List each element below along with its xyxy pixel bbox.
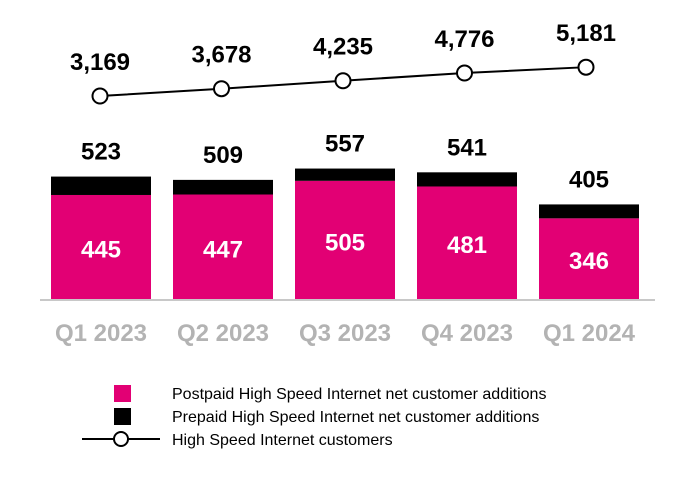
bar-prepaid: [417, 172, 517, 187]
legend-line-marker: [113, 431, 129, 447]
bars-group: 445 523 447 509 505 557 481 541 346 405: [51, 131, 639, 300]
legend: Postpaid High Speed Internet net custome…: [82, 385, 546, 449]
bar-postpaid: [295, 180, 395, 300]
bar-postpaid-label: 481: [447, 232, 487, 259]
bar-postpaid-label: 505: [325, 229, 365, 256]
bar-postpaid-label: 346: [569, 248, 609, 275]
hsi-customers-marker: [91, 87, 109, 105]
hsi-customers-label: 3,678: [191, 42, 251, 69]
bar-postpaid: [173, 194, 273, 300]
bar-prepaid: [539, 204, 639, 219]
bar-prepaid: [295, 168, 395, 181]
bar-postpaid: [539, 218, 639, 300]
bar-total-label: 405: [569, 166, 609, 193]
legend-label-hsi-customers: High Speed Internet customers: [172, 432, 393, 449]
category-label: Q4 2023: [421, 320, 513, 347]
bar-postpaid: [417, 186, 517, 300]
hsi-customers-marker: [213, 80, 230, 98]
hsi-customers-label: 4,235: [313, 34, 373, 61]
category-label: Q2 2023: [177, 320, 269, 347]
hsi-customers-line-group: 3,169 3,678 4,235 4,776 5,181: [70, 20, 616, 105]
hsi-customers-label: 3,169: [70, 49, 130, 76]
hsi-customers-marker: [456, 64, 473, 82]
bar-postpaid-label: 445: [81, 236, 121, 263]
bar-prepaid: [173, 179, 273, 195]
category-label: Q1 2024: [543, 320, 636, 347]
bar-total-label: 509: [203, 142, 243, 169]
category-label: Q3 2023: [299, 320, 391, 347]
hsi-customers-marker: [334, 72, 352, 90]
bar-total-label: 557: [325, 131, 365, 158]
hsi-customers-label: 4,776: [434, 26, 494, 53]
bar-postpaid-label: 447: [203, 236, 243, 263]
hsi-customers-marker: [577, 58, 595, 76]
legend-label-prepaid: Prepaid High Speed Internet net customer…: [172, 409, 539, 426]
bar-total-label: 523: [81, 139, 121, 166]
bar-total-label: 541: [447, 134, 487, 161]
legend-swatch-prepaid: [114, 408, 131, 425]
hsi-customers-label: 5,181: [556, 20, 616, 47]
legend-swatch-postpaid: [114, 385, 131, 402]
bar-prepaid: [51, 176, 151, 195]
category-labels-group: Q1 2023 Q2 2023 Q3 2023 Q4 2023 Q1 2024: [55, 320, 636, 347]
category-label: Q1 2023: [55, 320, 147, 347]
legend-label-postpaid: Postpaid High Speed Internet net custome…: [172, 386, 546, 403]
bar-postpaid: [51, 194, 151, 300]
